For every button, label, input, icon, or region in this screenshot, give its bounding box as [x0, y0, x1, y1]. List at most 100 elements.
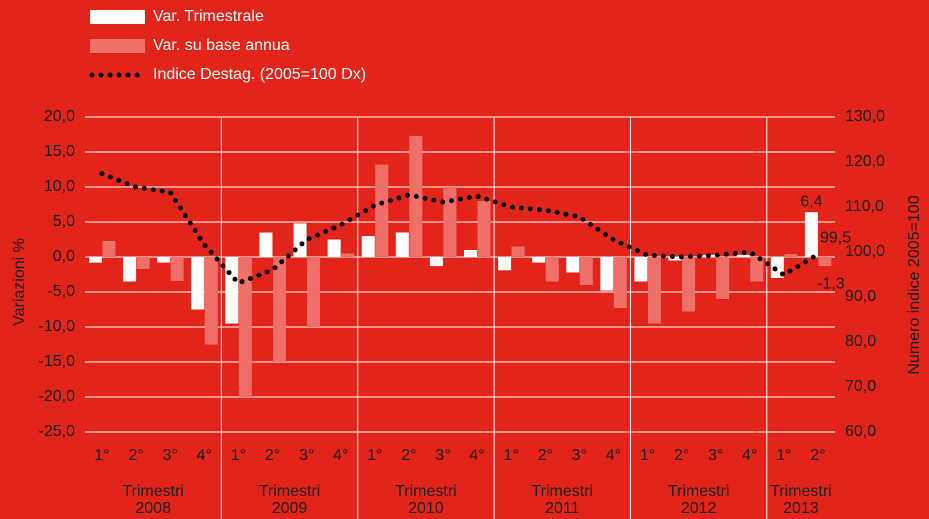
data-label: -1,3 [817, 275, 845, 292]
bar [818, 257, 832, 267]
bar [259, 232, 273, 257]
bar [532, 257, 546, 263]
y-tick-label: 0,0 [53, 248, 75, 265]
group-year: 2008 [135, 500, 171, 517]
line [99, 171, 821, 287]
bar [750, 257, 764, 282]
group-label: Trimestri [770, 483, 832, 500]
y2-tick-label: 60,0 [845, 423, 876, 440]
y2-tick-label: 120,0 [845, 153, 885, 170]
y-tick-label: 10,0 [44, 178, 75, 195]
y-tick-label: -10,0 [39, 318, 76, 335]
x-tick-label: 3° [163, 447, 178, 464]
bar [341, 253, 355, 257]
bar [89, 257, 102, 263]
x-tick-label: 1° [367, 447, 382, 464]
x-tick-label: 2° [265, 447, 280, 464]
bar [225, 257, 239, 324]
bar [429, 257, 443, 267]
y-tick-label: 5,0 [53, 213, 75, 230]
group-label: Trimestri [395, 483, 457, 500]
x-tick-label: 4° [197, 447, 212, 464]
group-year: 2009 [272, 500, 308, 517]
x-tick-label: 4° [333, 447, 348, 464]
x-tick-label: 3° [299, 447, 314, 464]
bar [204, 257, 218, 345]
data-label: 6,4 [800, 193, 822, 210]
x-tick-label: 1° [94, 447, 109, 464]
bar [477, 201, 491, 257]
y-tick-label: 20,0 [44, 108, 75, 125]
x-tick-label: 2° [401, 447, 416, 464]
group-label: Trimestri [259, 483, 321, 500]
x-tick-label: 2° [674, 447, 689, 464]
y2-tick-label: 100,0 [845, 243, 885, 260]
group-year: 2010 [408, 500, 444, 517]
legend-label: Indice Destag. (2005=100 Dx) [153, 66, 366, 83]
y2-tick-label: 70,0 [845, 378, 876, 395]
group-year: 2012 [681, 500, 717, 517]
x-tick-label: 4° [742, 447, 757, 464]
x-tick-label: 1° [640, 447, 655, 464]
x-tick-label: 4° [469, 447, 484, 464]
bar [464, 250, 477, 257]
bar [613, 257, 627, 309]
y-tick-label: -20,0 [39, 388, 76, 405]
bar [784, 254, 798, 257]
x-tick-label: 3° [708, 447, 723, 464]
y-tick-label: 15,0 [44, 143, 75, 160]
bar [579, 257, 593, 285]
bar [327, 239, 341, 257]
bar [511, 246, 525, 257]
group-label: Trimestri [122, 483, 184, 500]
y2-tick-label: 90,0 [845, 288, 876, 305]
bar [716, 257, 730, 299]
x-tick-label: 3° [435, 447, 450, 464]
bar [600, 257, 614, 291]
bar [272, 257, 286, 362]
bar [136, 257, 150, 269]
bar [170, 257, 184, 281]
y2-tick-label: 80,0 [845, 333, 876, 350]
bar [545, 257, 559, 282]
bar [804, 212, 818, 257]
x-tick-label: 2° [128, 447, 143, 464]
legend-swatch [90, 39, 145, 53]
bar [102, 240, 116, 257]
data-label: 99,5 [820, 229, 851, 246]
y-tick-label: -25,0 [39, 423, 76, 440]
group-label: Trimestri [531, 483, 593, 500]
y-axis-title: Variazioni % [11, 238, 28, 326]
legend-label: Var. su base annua [153, 37, 290, 54]
bar [668, 257, 682, 261]
group-label: Trimestri [668, 483, 730, 500]
bar [736, 254, 750, 257]
bar [157, 257, 171, 263]
y2-tick-label: 130,0 [845, 108, 885, 125]
bar [395, 232, 409, 257]
x-tick-label: 4° [606, 447, 621, 464]
bar [647, 257, 661, 324]
bar [361, 236, 375, 257]
bar [191, 257, 205, 310]
y-tick-label: -5,0 [47, 283, 75, 300]
group-year: 2011 [545, 500, 580, 517]
bar [307, 257, 321, 327]
bar [123, 257, 137, 282]
y2-tick-label: 110,0 [845, 198, 884, 215]
group-year: 2013 [783, 500, 819, 517]
bar [498, 257, 512, 271]
x-tick-label: 3° [572, 447, 587, 464]
x-tick-label: 1° [231, 447, 246, 464]
x-tick-label: 2° [810, 447, 825, 464]
legend-label: Var. Trimestrale [153, 8, 264, 25]
legend-swatch [90, 10, 145, 24]
bar [634, 257, 648, 282]
x-tick-label: 1° [776, 447, 791, 464]
bar [682, 257, 696, 312]
bar [375, 164, 389, 257]
bar [443, 187, 457, 257]
x-tick-label: 2° [538, 447, 553, 464]
bar [566, 257, 580, 273]
